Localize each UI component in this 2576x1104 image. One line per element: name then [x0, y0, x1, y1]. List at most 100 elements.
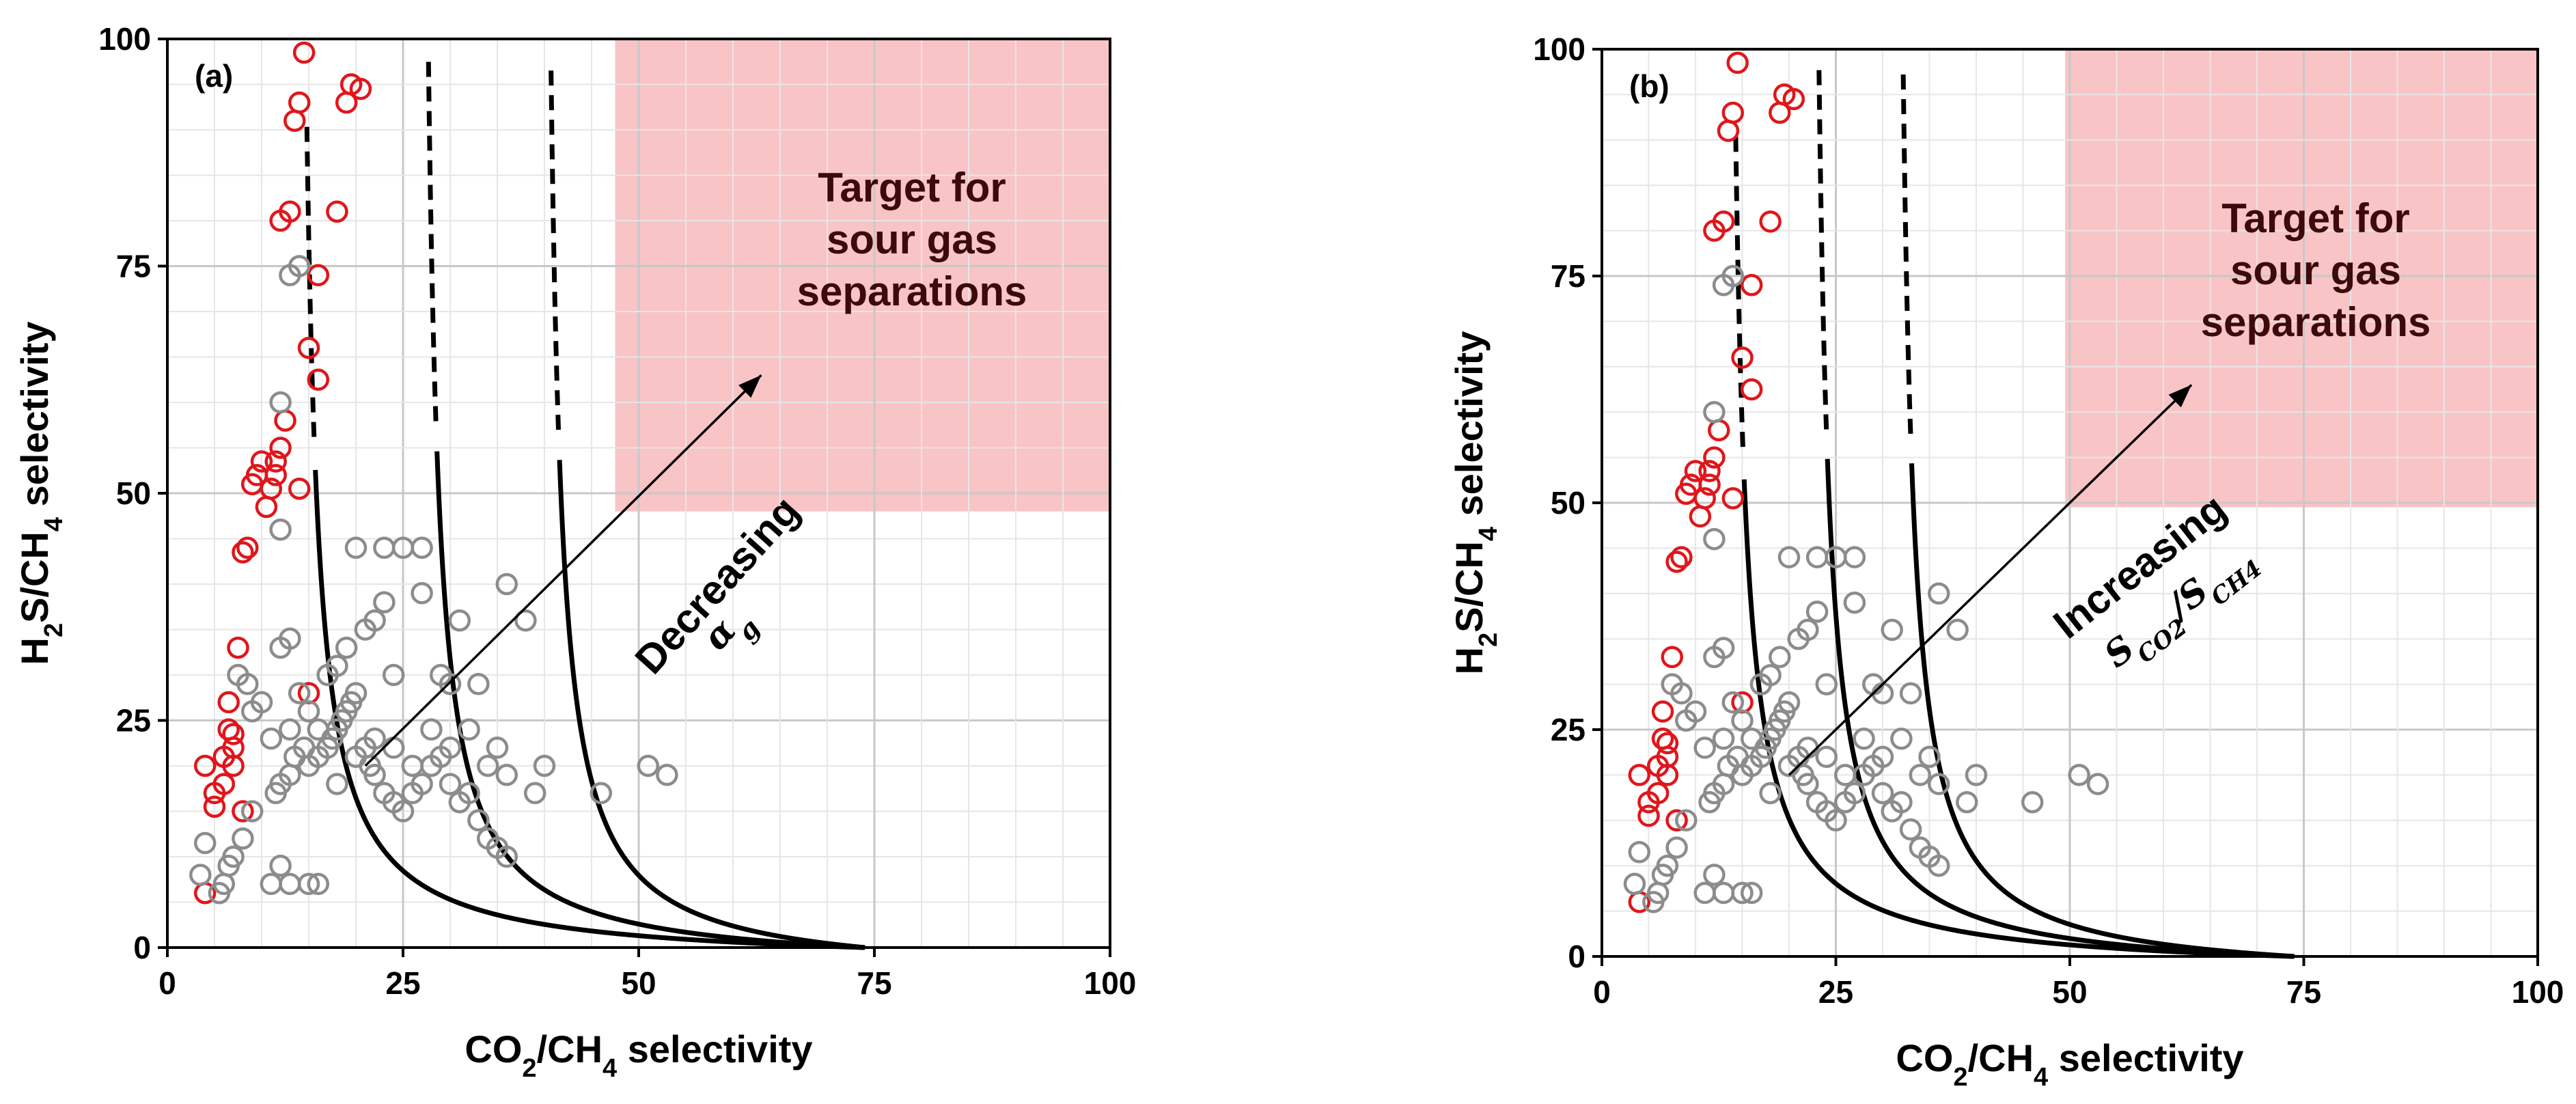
y-tick-label: 25	[1551, 712, 1585, 747]
math-symbol: /S	[2157, 570, 2216, 629]
data-point-red	[203, 795, 226, 818]
y-tick-label: 0	[133, 930, 151, 965]
curve-solid-2	[1825, 458, 2294, 959]
data-point-grey	[1703, 864, 1726, 886]
data-point-grey	[363, 609, 386, 632]
data-point-red	[255, 495, 278, 519]
data-point-red	[297, 336, 320, 359]
trend-label: Increasing	[2045, 485, 2235, 648]
target-region	[615, 39, 1110, 512]
data-point-grey	[1703, 527, 1726, 551]
data-point-grey	[269, 391, 292, 414]
data-point-grey	[344, 745, 368, 768]
data-point-red	[1646, 782, 1670, 805]
data-point-grey	[307, 872, 330, 896]
data-point-grey	[523, 782, 546, 805]
data-point-red	[1759, 210, 1782, 233]
data-point-grey	[1956, 790, 1978, 814]
data-point-grey	[1721, 691, 1745, 714]
curve-solid-1	[313, 469, 864, 950]
data-point-grey	[1675, 809, 1698, 832]
data-point-grey	[363, 764, 386, 786]
subscript: 2	[40, 623, 68, 637]
data-point-grey	[514, 609, 537, 632]
data-point-grey	[363, 727, 386, 750]
data-point-grey	[1759, 664, 1782, 687]
data-point-grey	[335, 636, 358, 659]
data-point-red	[1628, 764, 1651, 786]
data-point-red	[1651, 700, 1674, 723]
target-label-line: Target for	[2221, 195, 2410, 241]
data-point-red	[1698, 460, 1721, 482]
data-point-grey	[1890, 728, 1913, 750]
data-point-grey	[1927, 773, 1950, 795]
data-point-red	[1693, 487, 1716, 510]
data-point-grey	[420, 718, 443, 741]
y-tick-label: 50	[1551, 485, 1585, 521]
data-point-grey	[250, 691, 273, 714]
data-point-red	[326, 200, 348, 223]
data-point-red	[1684, 460, 1707, 482]
data-point-grey	[1740, 881, 1763, 905]
curve-solid-3	[1909, 463, 2295, 959]
label-part: selectivity	[2048, 1036, 2243, 1079]
data-point-grey	[1853, 728, 1875, 750]
trend-arrowhead	[2168, 385, 2192, 408]
curve-solid-3	[557, 460, 865, 950]
data-point-grey	[1693, 736, 1716, 759]
data-point-grey	[391, 800, 415, 823]
data-point-grey	[1918, 745, 1941, 769]
data-point-red	[217, 691, 240, 714]
trend-arrow	[364, 374, 762, 767]
data-point-grey	[1777, 691, 1801, 714]
data-point-grey	[240, 800, 264, 823]
data-point-red	[1689, 505, 1712, 528]
data-point-red	[288, 478, 311, 500]
data-point-grey	[411, 773, 433, 795]
x-tick-label: 100	[2512, 974, 2564, 1010]
data-point-grey	[326, 773, 348, 795]
data-point-grey	[1927, 582, 1950, 605]
data-point-grey	[189, 864, 212, 886]
data-point-red	[193, 754, 217, 777]
data-point-grey	[1890, 790, 1913, 814]
data-point-grey	[236, 673, 259, 695]
data-point-grey	[656, 764, 678, 786]
data-point-grey	[288, 682, 311, 704]
data-point-red	[1726, 51, 1749, 74]
y-tick-label: 75	[1551, 258, 1585, 294]
data-point-grey	[439, 773, 462, 795]
x-tick-label: 50	[621, 965, 656, 1001]
curve-dashed-1	[1733, 137, 1746, 456]
data-point-red	[1717, 120, 1740, 142]
data-point-red	[274, 409, 296, 432]
data-point-red	[1656, 732, 1679, 755]
data-point-grey	[269, 855, 292, 877]
data-point-red	[1665, 809, 1688, 832]
curve-dashed-2	[426, 61, 439, 426]
data-point-grey	[373, 591, 396, 613]
data-point-grey	[1623, 872, 1646, 896]
data-point-grey	[279, 264, 301, 287]
data-point-red	[212, 773, 236, 795]
x-tick-label: 75	[2286, 974, 2321, 1010]
data-point-red	[1661, 646, 1683, 669]
data-point-grey	[297, 872, 320, 896]
data-point-red	[1782, 87, 1805, 111]
data-point-grey	[401, 754, 424, 777]
data-point-red	[260, 478, 283, 500]
data-point-red	[288, 91, 311, 114]
data-point-grey	[2068, 764, 2090, 786]
data-point-grey	[1899, 682, 1922, 705]
data-point-red	[307, 368, 330, 391]
data-point-grey	[590, 782, 613, 805]
y-axis-label: H2S/CH4 selectivity	[1448, 331, 1503, 675]
data-point-grey	[279, 872, 301, 896]
data-point-grey	[1899, 818, 1922, 841]
subscript: 2	[1953, 1063, 1967, 1092]
data-point-grey	[297, 700, 320, 723]
data-point-grey	[439, 673, 462, 695]
y-tick-label: 50	[116, 475, 151, 511]
